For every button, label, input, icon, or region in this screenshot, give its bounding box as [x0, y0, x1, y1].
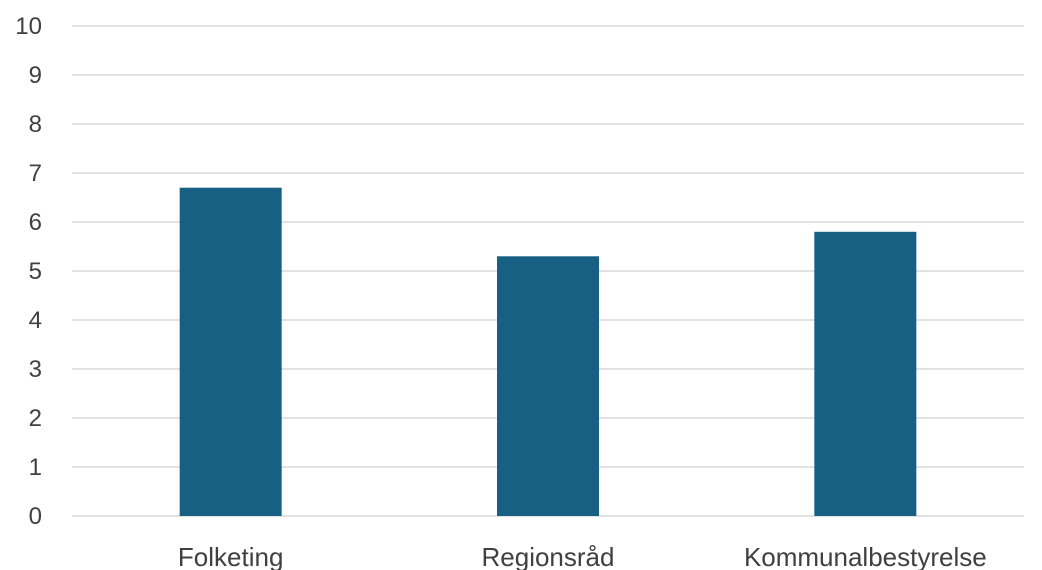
y-axis-tick-labels: 0 1 2 3 4 5 6 7 8 9 10 — [15, 13, 42, 530]
y-tick-label: 3 — [29, 356, 42, 383]
y-tick-label: 4 — [29, 307, 42, 334]
bars — [179, 187, 917, 517]
y-tick-label: 9 — [29, 62, 42, 89]
x-tick-label: Kommunalbestyrelse — [744, 542, 987, 570]
y-tick-label: 5 — [29, 258, 42, 285]
bar-regionsråd — [497, 256, 599, 516]
bar-folketing — [179, 187, 282, 516]
y-tick-label: 10 — [15, 13, 42, 40]
y-tick-label: 1 — [29, 454, 42, 481]
y-tick-label: 6 — [29, 209, 42, 236]
x-axis-tick-labels: Folketing Regionsråd Kommunalbestyrelse — [178, 542, 987, 570]
y-tick-label: 2 — [29, 405, 42, 432]
bar-kommunalbestyrelse — [814, 231, 917, 517]
x-tick-label: Regionsråd — [482, 542, 615, 570]
y-tick-label: 8 — [29, 111, 42, 138]
y-tick-label: 0 — [29, 503, 42, 530]
y-tick-label: 7 — [29, 160, 42, 187]
x-tick-label: Folketing — [178, 542, 284, 570]
